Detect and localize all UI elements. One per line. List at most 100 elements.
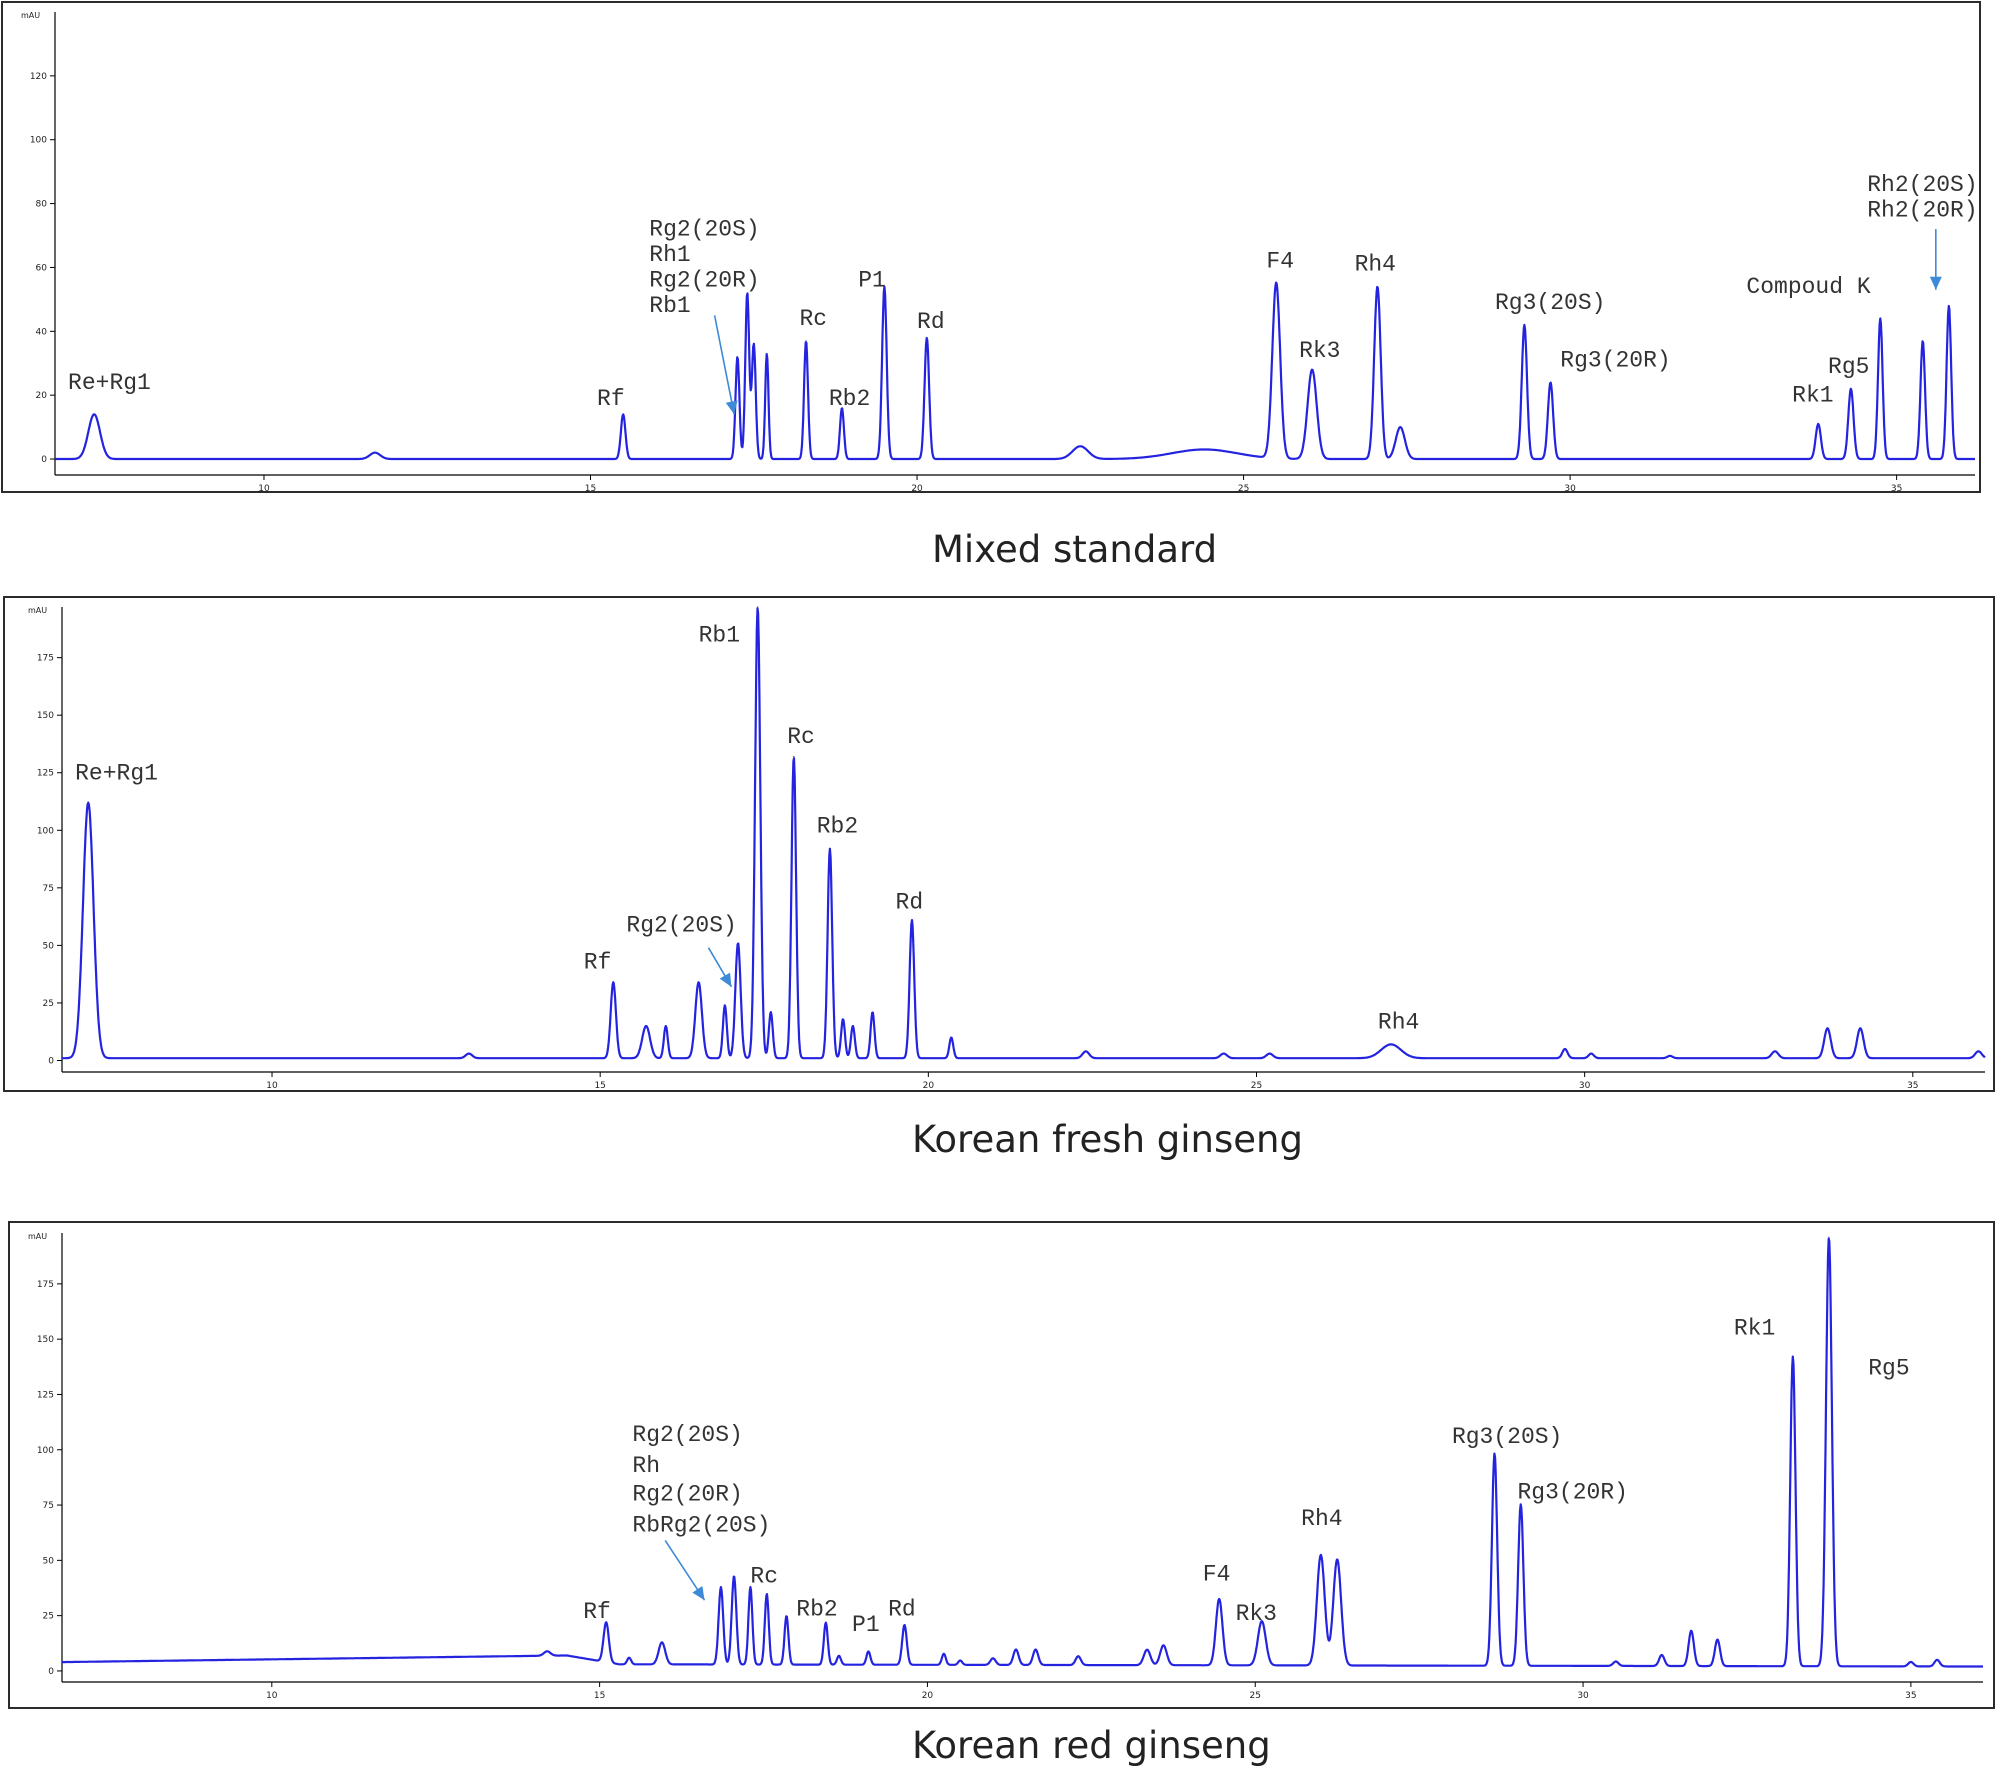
- peak-apex: [1936, 1659, 1938, 1661]
- peak-label-rk1: Rk1: [1734, 1316, 1775, 1342]
- peak-apex: [374, 452, 376, 454]
- peak-apex: [1948, 305, 1950, 307]
- peak-apex: [546, 1650, 548, 1652]
- peak-apex: [1523, 324, 1525, 326]
- peak-label-rb2: Rb2: [817, 814, 858, 840]
- peak-apex: [1336, 1558, 1338, 1560]
- x-tick-label: 20: [911, 484, 923, 494]
- x-tick-label: 15: [594, 1081, 605, 1091]
- peak-label-rk3: Rk3: [1236, 1601, 1277, 1627]
- plot-frame: [3, 596, 1995, 1092]
- peak-apex: [1826, 1027, 1829, 1029]
- peak-apex: [785, 1615, 788, 1617]
- peak-label-rg2-20s: Rg2(20S): [626, 913, 736, 939]
- peak-label-rg3-20s: Rg3(20S): [1452, 1424, 1562, 1450]
- peak-apex: [468, 1052, 470, 1055]
- y-tick-label: 60: [36, 263, 48, 273]
- peak-apex: [1015, 1648, 1017, 1651]
- peak-apex: [733, 1575, 735, 1577]
- peak-apex: [1615, 1660, 1617, 1663]
- peak-apex: [665, 1025, 667, 1027]
- x-tick-label: 10: [258, 484, 270, 494]
- peak-apex: [943, 1653, 945, 1655]
- peak-label-rh1: Rh1: [649, 242, 690, 268]
- y-tick-label: 175: [37, 654, 54, 664]
- peak-apex: [805, 340, 807, 342]
- peak-apex: [698, 981, 700, 983]
- peak-apex: [1311, 369, 1313, 371]
- y-tick-label: 150: [37, 1335, 54, 1345]
- peak-apex: [736, 356, 739, 358]
- peak-apex: [992, 1657, 994, 1659]
- peak-apex: [825, 1622, 827, 1624]
- peak-apex: [1203, 448, 1205, 451]
- x-tick-label: 15: [594, 1691, 605, 1701]
- y-tick-label: 100: [37, 1446, 54, 1456]
- peak-apex: [1223, 1052, 1225, 1055]
- peak-label-compoud-k: Compoud K: [1746, 274, 1870, 300]
- peak-apex: [871, 1011, 874, 1013]
- peak-label-rb1: Rb1: [649, 293, 690, 319]
- peak-apex: [1376, 286, 1379, 288]
- y-tick-label: 150: [37, 711, 54, 721]
- peak-apex: [1269, 1052, 1271, 1055]
- peak-label-rbrg2-20s: RbRg2(20S): [632, 1513, 770, 1539]
- chromatogram-korean-red-ginseng: mAU 0 25 50 75 100 125 150 175 10 15 20 25 30 35 Rf Rg2(…: [8, 1221, 1995, 1709]
- peak-label-rb2: Rb2: [829, 386, 870, 412]
- x-tick-label: 30: [1577, 1691, 1589, 1701]
- peak-apex: [749, 1586, 752, 1588]
- peak-label-rg2-20r: Rg2(20R): [649, 268, 759, 294]
- peak-label-f4: F4: [1266, 248, 1294, 274]
- peak-apex: [1850, 388, 1852, 390]
- x-tick-label: 20: [922, 1691, 934, 1701]
- peak-label-rk1: Rk1: [1792, 383, 1833, 409]
- peak-label-rd: Rd: [888, 1597, 916, 1623]
- peak-apex: [766, 1593, 768, 1595]
- x-tick-label: 30: [1564, 484, 1576, 494]
- peak-apex: [1792, 1355, 1794, 1358]
- peak-apex: [1549, 381, 1552, 383]
- peak-apex: [1320, 1554, 1322, 1556]
- peak-apex: [903, 1624, 906, 1626]
- peak-apex: [1859, 1027, 1861, 1029]
- peak-apex: [737, 942, 739, 944]
- peak-apex: [757, 606, 759, 608]
- y-tick-label: 0: [48, 1667, 54, 1677]
- annotation-arrowhead: [725, 400, 738, 415]
- peak-label-rh2-20s: Rh2(20S): [1867, 172, 1977, 198]
- peak-apex: [911, 919, 913, 921]
- chromatogram-trace: [61, 607, 1986, 1060]
- caption-mixed-standard: Mixed standard: [932, 528, 1218, 571]
- peak-label-p1: P1: [858, 268, 886, 294]
- peak-apex: [1261, 1620, 1263, 1622]
- peak-apex: [1690, 1630, 1692, 1632]
- caption-korean-fresh-ginseng: Korean fresh ginseng: [912, 1118, 1303, 1161]
- x-tick-label: 10: [266, 1691, 278, 1701]
- peak-apex: [766, 353, 768, 355]
- peak-label-f4: F4: [1203, 1561, 1231, 1587]
- plot-frame: [8, 1221, 1995, 1709]
- peak-label-rh4: Rh4: [1355, 252, 1396, 278]
- peak-apex: [1162, 1644, 1165, 1646]
- y-tick-label: 50: [43, 1556, 55, 1566]
- peak-apex: [724, 1004, 726, 1006]
- peak-apex: [746, 292, 748, 294]
- peak-label-rh2-20r: Rh2(20R): [1867, 197, 1977, 223]
- y-tick-label: 100: [30, 136, 47, 146]
- peak-apex: [926, 337, 928, 339]
- peak-apex: [1146, 1649, 1148, 1651]
- peak-apex: [841, 407, 843, 409]
- peak-apex: [1035, 1648, 1037, 1651]
- peak-label-rc: Rc: [787, 724, 815, 750]
- x-tick-label: 35: [1905, 1691, 1916, 1701]
- chromatogram-trace: [61, 1237, 1984, 1668]
- peak-label-rg5: Rg5: [1868, 1356, 1909, 1382]
- peak-apex: [1077, 1655, 1079, 1657]
- annotation-arrowhead: [692, 1586, 705, 1601]
- y-tick-label: 100: [37, 826, 54, 836]
- y-tick-label: 0: [41, 455, 47, 465]
- peak-apex: [1564, 1048, 1566, 1050]
- annotation-arrowhead: [1929, 276, 1942, 290]
- peak-apex: [852, 1025, 854, 1027]
- peak-label-rk3: Rk3: [1299, 338, 1340, 364]
